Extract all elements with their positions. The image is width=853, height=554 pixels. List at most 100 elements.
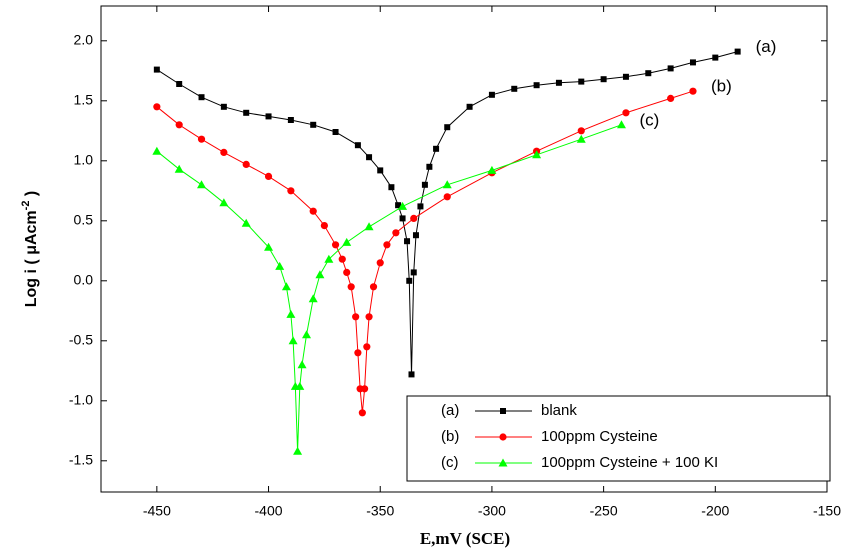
x-tick-label: -150 — [813, 503, 841, 519]
series-line — [156, 51, 738, 375]
marker-circle — [383, 241, 391, 249]
marker-circle — [153, 103, 161, 111]
marker-circle — [220, 148, 228, 156]
marker-square — [176, 81, 183, 87]
marker-square — [220, 103, 227, 110]
marker-circle — [287, 187, 295, 195]
marker-square — [388, 184, 395, 191]
marker-triangle — [576, 134, 586, 143]
marker-circle — [309, 207, 317, 215]
marker-square — [287, 117, 294, 123]
marker-circle — [577, 127, 585, 135]
marker-circle — [343, 268, 351, 276]
marker-triangle — [152, 146, 162, 155]
marker-square — [466, 103, 473, 110]
marker-square — [412, 232, 419, 239]
marker-circle — [175, 121, 183, 129]
marker-square — [265, 113, 272, 120]
y-axis-title: Log i ( μAcm-2 ) — [20, 191, 40, 307]
y-tick-label: 1.0 — [74, 152, 94, 168]
marker-circle — [331, 241, 340, 249]
y-axis-title-sup: -2 — [20, 201, 32, 211]
marker-square — [667, 65, 674, 72]
curve-label: (a) — [756, 37, 777, 56]
marker-triangle — [308, 294, 318, 303]
marker-square — [404, 238, 411, 245]
marker-circle — [667, 94, 675, 102]
marker-circle — [499, 433, 507, 441]
marker-triangle — [264, 242, 274, 251]
y-axis-title-end: ) — [23, 191, 40, 201]
marker-square — [488, 91, 495, 98]
marker-circle — [365, 313, 373, 321]
marker-square — [578, 78, 585, 85]
marker-triangle — [342, 237, 352, 246]
marker-circle — [264, 172, 273, 180]
legend-label: (b) — [441, 428, 459, 445]
legend-name: blank — [541, 402, 577, 419]
marker-square — [622, 73, 629, 80]
marker-square — [444, 124, 451, 131]
marker-square — [734, 48, 741, 55]
legend-label: (c) — [441, 454, 459, 471]
marker-square — [410, 269, 417, 276]
marker-circle — [354, 349, 362, 357]
marker-triangle — [364, 222, 374, 231]
x-axis-title: E,mV (SCE) — [420, 529, 510, 548]
curve-label: (c) — [639, 110, 659, 129]
marker-circle — [369, 283, 378, 291]
marker-square — [712, 54, 719, 61]
x-tick-label: -200 — [701, 503, 729, 519]
marker-square — [421, 181, 428, 188]
marker-triangle — [174, 164, 184, 173]
marker-circle — [622, 109, 630, 117]
x-tick-label: -250 — [590, 503, 618, 519]
marker-square — [417, 203, 424, 210]
marker-square — [377, 167, 384, 174]
marker-triangle — [302, 330, 312, 339]
marker-circle — [320, 222, 328, 230]
marker-square — [426, 163, 433, 170]
marker-square — [153, 66, 160, 73]
marker-square — [600, 76, 607, 83]
marker-circle — [352, 313, 360, 321]
marker-square — [555, 79, 562, 86]
marker-triangle — [297, 360, 307, 369]
marker-triangle — [398, 201, 408, 210]
legend-name: 100ppm Cysteine + 100 KI — [541, 454, 718, 471]
marker-triangle — [315, 270, 325, 279]
marker-square — [433, 145, 440, 152]
marker-triangle — [197, 180, 207, 189]
marker-triangle — [295, 381, 305, 390]
marker-square — [395, 202, 402, 209]
x-tick-label: -400 — [255, 503, 283, 519]
marker-square — [689, 59, 696, 66]
marker-triangle — [498, 458, 508, 467]
marker-square — [354, 142, 361, 149]
marker-circle — [360, 385, 369, 393]
marker-square — [500, 408, 506, 414]
marker-circle — [689, 87, 697, 95]
x-tick-label: -300 — [478, 503, 506, 519]
marker-triangle — [616, 120, 626, 129]
legend-label: (a) — [441, 402, 459, 419]
marker-triangle — [241, 218, 251, 227]
series-line — [156, 90, 694, 413]
y-tick-label: 0.0 — [74, 272, 94, 288]
marker-triangle — [288, 336, 298, 345]
marker-triangle — [281, 282, 291, 291]
marker-circle — [347, 283, 355, 291]
marker-triangle — [487, 165, 497, 174]
marker-circle — [358, 409, 366, 417]
marker-triangle — [275, 261, 285, 270]
marker-circle — [338, 255, 346, 263]
marker-triangle — [532, 150, 542, 159]
marker-square — [366, 154, 373, 161]
marker-square — [533, 82, 540, 89]
marker-circle — [376, 259, 384, 267]
marker-triangle — [293, 446, 303, 455]
marker-triangle — [442, 180, 452, 189]
marker-square — [198, 94, 205, 101]
marker-square — [511, 85, 518, 92]
